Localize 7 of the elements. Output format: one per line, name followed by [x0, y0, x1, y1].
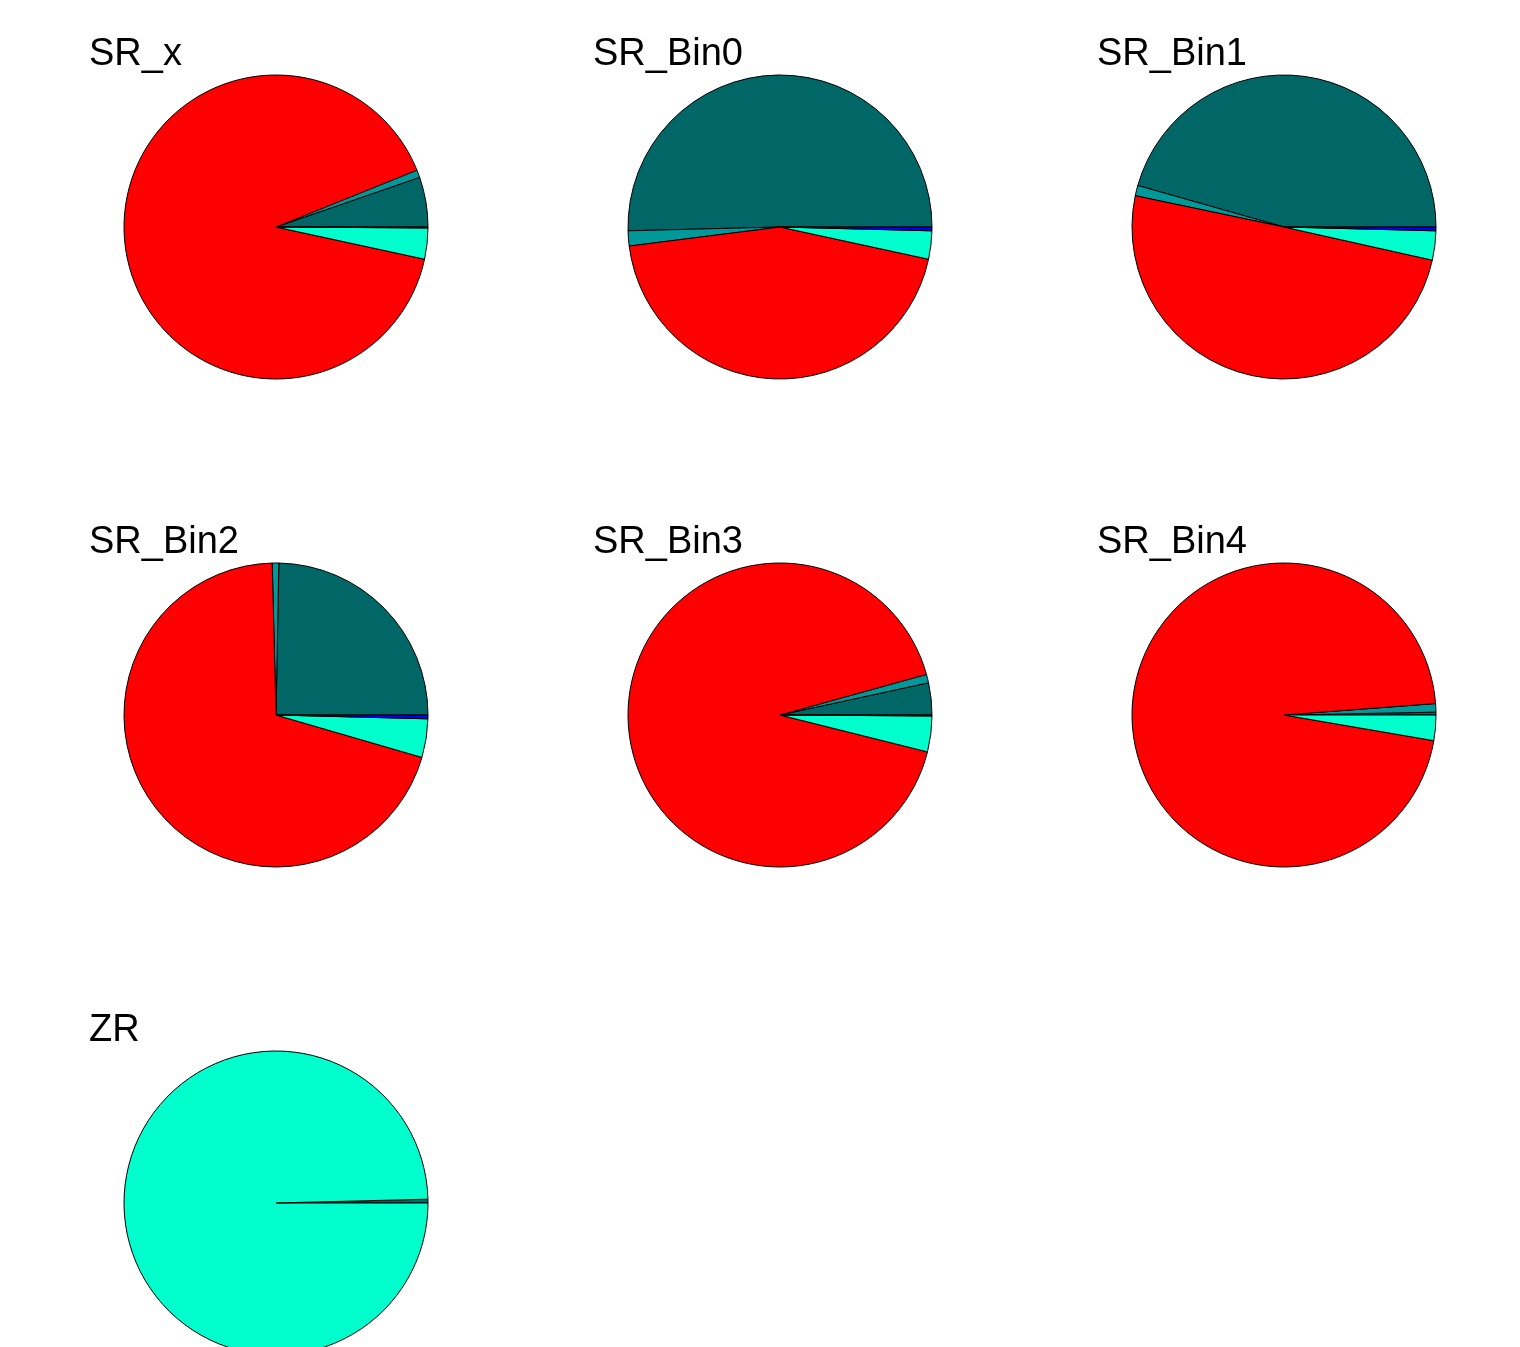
chart-title: SR_Bin4 — [1097, 519, 1247, 561]
chart-title: SR_Bin3 — [593, 519, 743, 561]
chart-title: SR_x — [89, 31, 182, 73]
chart-title: SR_Bin2 — [89, 519, 239, 561]
chart-title: SR_Bin0 — [593, 31, 743, 73]
chart-title: SR_Bin1 — [1097, 31, 1247, 73]
chart-title: ZR — [89, 1007, 140, 1049]
